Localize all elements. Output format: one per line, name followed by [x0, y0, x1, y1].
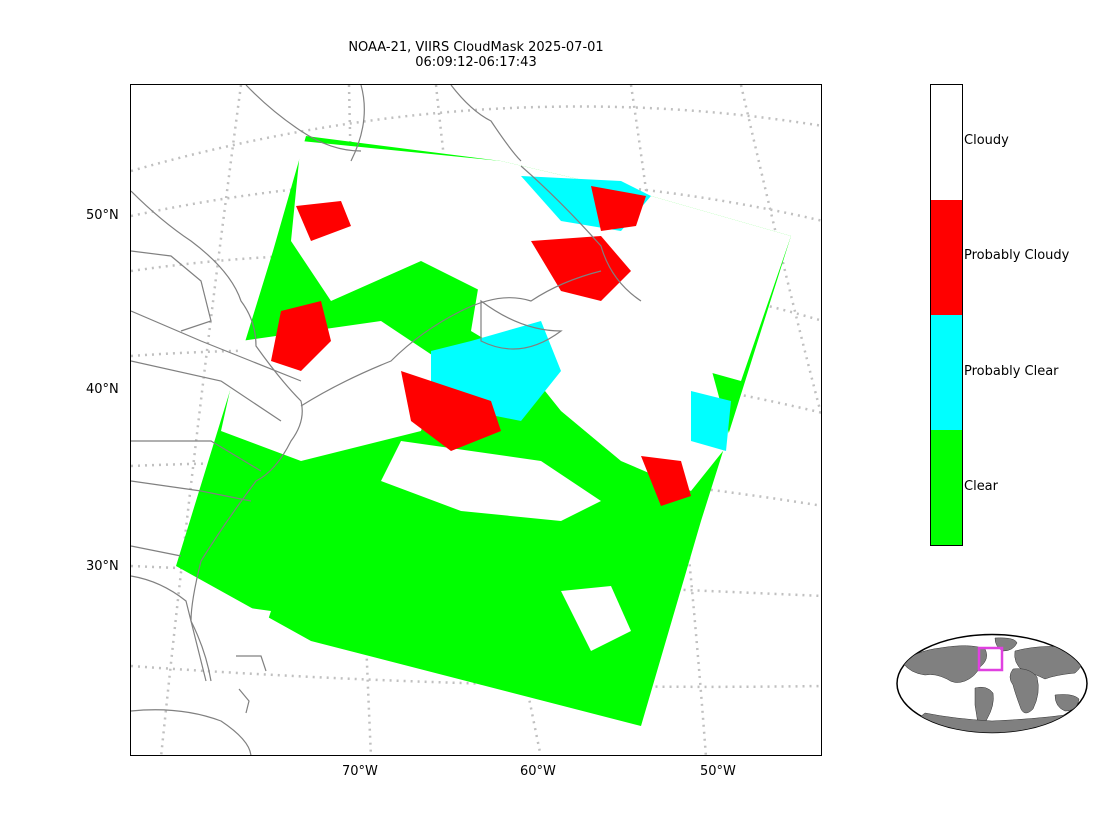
- cloudmask-swath: [176, 136, 791, 726]
- colorbar-probably-clear-swatch: [931, 315, 962, 430]
- lat-label-50: 50°N: [86, 208, 119, 223]
- title-line-2: 06:09:12-06:17:43: [415, 55, 537, 70]
- locator-box: [977, 646, 1004, 672]
- colorbar-probably-cloudy-swatch: [931, 200, 962, 315]
- legend-label-clear: Clear: [964, 479, 998, 494]
- legend-label-cloudy: Cloudy: [964, 133, 1009, 148]
- legend-colorbar: [930, 84, 963, 546]
- legend-label-probably-clear: Probably Clear: [964, 364, 1059, 379]
- map-panel: [130, 84, 822, 756]
- legend-label-probably-cloudy: Probably Cloudy: [964, 248, 1070, 263]
- lat-label-40: 40°N: [86, 382, 119, 397]
- coastlines: [131, 85, 642, 755]
- lon-label-70: 70°W: [342, 764, 378, 779]
- lon-label-60: 60°W: [520, 764, 556, 779]
- title-line-1: NOAA-21, VIIRS CloudMask 2025-07-01: [348, 40, 604, 55]
- map-canvas: [131, 85, 821, 755]
- locator-globe-inset: [896, 633, 1088, 734]
- map-title: NOAA-21, VIIRS CloudMask 2025-07-01 06:0…: [130, 40, 822, 70]
- lon-label-50: 50°W: [700, 764, 736, 779]
- lat-label-30: 30°N: [86, 559, 119, 574]
- colorbar-cloudy-swatch: [931, 85, 962, 200]
- colorbar-clear-swatch: [931, 430, 962, 545]
